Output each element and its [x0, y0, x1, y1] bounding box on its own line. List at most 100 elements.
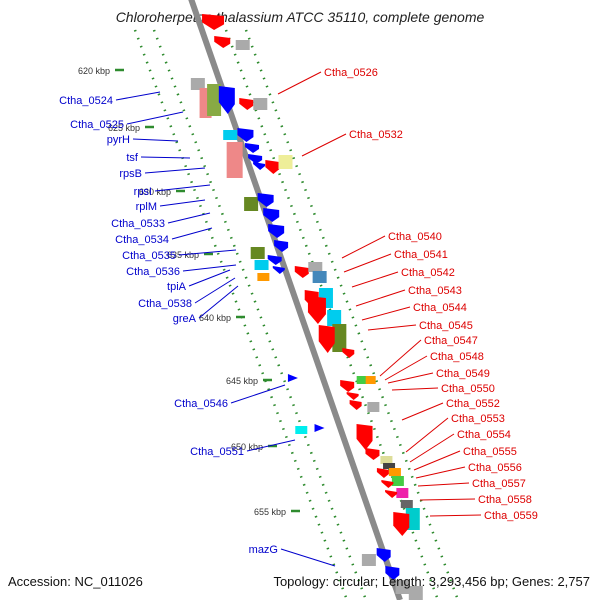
kbp-tick-label: 625 kbp — [108, 123, 140, 133]
reverse-gene-feature — [349, 400, 362, 410]
label-connector-line — [401, 402, 444, 421]
gene-label-text: rpsI — [134, 186, 152, 198]
gene-label-left: mazG — [249, 544, 336, 567]
label-connector-line — [301, 133, 347, 157]
reverse-gene-feature — [307, 296, 326, 324]
gene-label-right: Ctha_0559 — [429, 510, 538, 522]
gene-feature — [244, 197, 259, 211]
gene-label-right: Ctha_0554 — [409, 429, 511, 463]
gene-label-text: Ctha_0532 — [349, 129, 403, 141]
gene-label-right: Ctha_0544 — [361, 302, 467, 321]
forward-gene-feature — [257, 193, 274, 207]
gene-label-left: Ctha_0546 — [174, 384, 286, 410]
forward-gene-feature — [218, 86, 235, 114]
label-connector-line — [194, 277, 236, 304]
reverse-gene-feature — [202, 14, 225, 30]
gene-feature — [365, 376, 376, 384]
gene-label-text: Ctha_0547 — [424, 335, 478, 347]
gene-label-right: Ctha_0557 — [417, 478, 526, 490]
label-connector-line — [159, 199, 206, 207]
gene-feature — [332, 324, 347, 352]
reverse-gene-feature — [365, 448, 380, 460]
label-connector-line — [409, 433, 455, 463]
kbp-tick-label: 620 kbp — [78, 66, 110, 76]
reverse-gene-feature — [294, 266, 309, 278]
forward-gene-feature — [245, 143, 260, 153]
gene-label-text: Ctha_0524 — [59, 95, 113, 107]
gene-label-right: Ctha_0549 — [387, 368, 490, 384]
gene-label-right: Ctha_0555 — [413, 446, 517, 471]
gene-label-right: Ctha_0542 — [351, 267, 455, 288]
gene-label-left: tpiA — [167, 269, 231, 293]
label-connector-line — [429, 514, 482, 517]
gene-label-left: Ctha_0533 — [111, 212, 211, 230]
gene-label-left: Ctha_0524 — [59, 91, 161, 107]
gene-feature — [223, 130, 238, 140]
gene-feature — [395, 580, 410, 594]
gene-label-text: Ctha_0540 — [388, 231, 442, 243]
forward-gene-feature — [376, 548, 391, 562]
reverse-gene-feature — [239, 98, 254, 110]
label-connector-line — [167, 212, 211, 224]
gene-label-text: Ctha_0535 — [122, 250, 176, 262]
gene-feature — [312, 271, 327, 283]
gene-label-left: Ctha_0538 — [138, 277, 236, 310]
gene-label-text: Ctha_0556 — [468, 462, 522, 474]
reverse-gene-feature — [342, 348, 355, 358]
gene-feature — [190, 78, 205, 90]
gene-label-left: Ctha_0551 — [190, 439, 296, 458]
gene-label-right: Ctha_0545 — [367, 320, 473, 332]
label-connector-line — [355, 289, 406, 307]
gene-label-text: Ctha_0526 — [324, 67, 378, 79]
gene-label-text: Ctha_0554 — [457, 429, 511, 441]
forward-gene-feature — [267, 255, 282, 265]
gene-label-left: Ctha_0536 — [126, 264, 237, 278]
gene-feature — [391, 476, 404, 486]
gene-feature — [396, 488, 409, 498]
gene-label-text: Ctha_0545 — [419, 320, 473, 332]
gene-label-text: Ctha_0559 — [484, 510, 538, 522]
gene-label-left: Ctha_0535 — [122, 249, 237, 262]
label-connector-line — [280, 548, 336, 567]
gene-feature — [405, 508, 420, 530]
reverse-gene-feature — [318, 325, 335, 353]
gene-label-right: Ctha_0553 — [405, 413, 505, 453]
gene-label-right: Ctha_0526 — [277, 67, 378, 95]
gene-label-text: Ctha_0558 — [478, 494, 532, 506]
kbp-tick-label: 655 kbp — [254, 507, 286, 517]
gene-label-left: Ctha_0534 — [115, 227, 213, 246]
gene-feature — [278, 155, 293, 169]
gene-label-text: Ctha_0550 — [441, 383, 495, 395]
label-connector-line — [413, 450, 461, 471]
forward-gene-feature — [385, 566, 400, 580]
gene-label-text: Ctha_0548 — [430, 351, 484, 363]
topology-text: Topology: circular; Length: 3,293,456 bp… — [273, 574, 590, 589]
gene-feature — [383, 463, 396, 469]
label-connector-line — [140, 156, 191, 159]
gene-label-text: Ctha_0534 — [115, 234, 169, 246]
gene-label-text: greA — [173, 313, 197, 325]
gene-label-right: Ctha_0541 — [343, 249, 448, 273]
gene-label-right: Ctha_0548 — [384, 351, 484, 381]
label-connector-line — [343, 253, 392, 273]
reverse-gene-feature — [393, 512, 410, 536]
gene-label-text: tsf — [126, 152, 139, 164]
gene-feature — [400, 500, 413, 508]
label-connector-line — [361, 306, 411, 321]
gene-label-text: mazG — [249, 544, 278, 556]
label-connector-line — [230, 384, 286, 404]
gene-label-text: Ctha_0555 — [463, 446, 517, 458]
kbp-tick-label: 650 kbp — [231, 442, 263, 452]
gene-label-right: Ctha_0547 — [379, 335, 478, 377]
gene-label-right: Ctha_0543 — [355, 285, 462, 307]
label-connector-line — [351, 271, 399, 288]
gene-label-text: tpiA — [167, 281, 187, 293]
label-connector-line — [126, 111, 184, 125]
label-connector-line — [198, 285, 239, 319]
label-connector-line — [246, 439, 296, 452]
gene-label-text: Ctha_0557 — [472, 478, 526, 490]
label-connector-line — [417, 482, 470, 487]
label-connector-line — [415, 466, 466, 479]
gene-label-right: Ctha_0532 — [301, 129, 403, 157]
